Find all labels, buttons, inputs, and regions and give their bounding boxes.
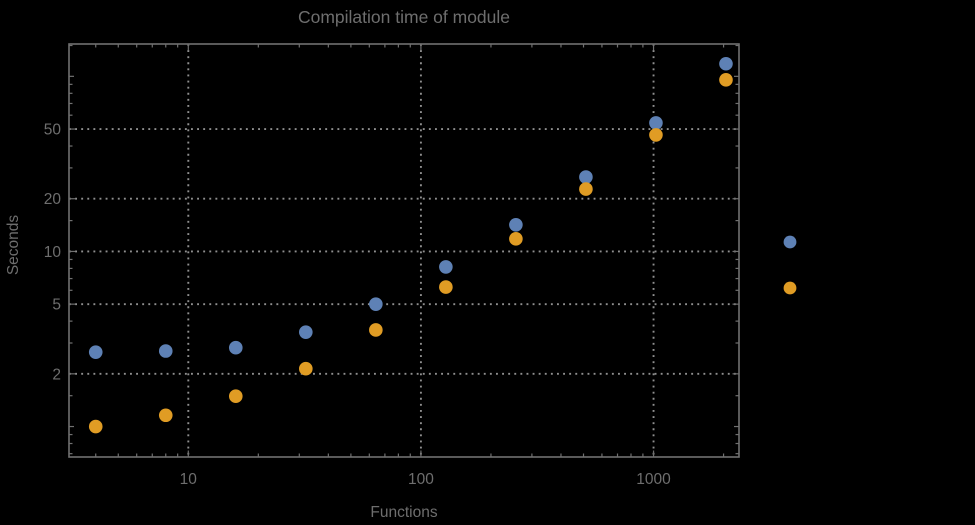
- y-tick-label-20: 20: [44, 191, 62, 208]
- data-point-series-2-orange-256: [509, 232, 523, 246]
- data-point-series-1-blue-4: [88, 345, 103, 359]
- plot-frame: [68, 43, 740, 458]
- y-tick-label-50: 50: [44, 122, 62, 139]
- data-point-series-1-blue-8: [158, 344, 173, 358]
- data-point-series-2-orange-1024: [649, 128, 663, 142]
- y-tick-label-2: 2: [52, 366, 61, 383]
- data-point-series-2-orange-4: [88, 419, 103, 434]
- data-point-series-1-blue-16: [228, 340, 243, 355]
- data-point-series-1-blue-64: [369, 297, 383, 311]
- data-point-series-2-orange-64: [369, 323, 383, 337]
- x-tick-label-1000: 1000: [636, 471, 671, 488]
- legend-marker-blue: [783, 235, 797, 249]
- data-point-series-1-blue-2048: [719, 56, 733, 71]
- data-point-series-1-blue-128: [439, 260, 453, 274]
- data-point-series-1-blue-32: [299, 325, 313, 339]
- data-point-series-2-orange-128: [439, 280, 453, 294]
- y-tick-label-5: 5: [52, 297, 61, 314]
- legend-marker-orange: [783, 281, 797, 295]
- data-point-series-2-orange-8: [158, 408, 173, 423]
- data-point-series-2-orange-16: [228, 389, 243, 404]
- data-point-series-2-orange-2048: [719, 73, 733, 87]
- data-point-series-2-orange-32: [299, 361, 313, 376]
- x-axis-label: Functions: [370, 504, 438, 521]
- data-point-series-1-blue-1024: [649, 116, 663, 130]
- data-point-series-2-orange-512: [579, 182, 593, 196]
- x-tick-label-100: 100: [408, 471, 434, 488]
- data-point-series-1-blue-256: [509, 217, 523, 232]
- chart-title: Compilation time of module: [297, 7, 511, 27]
- data-point-series-1-blue-512: [579, 170, 593, 184]
- x-tick-label-10: 10: [180, 471, 198, 488]
- y-tick-label-10: 10: [44, 244, 62, 261]
